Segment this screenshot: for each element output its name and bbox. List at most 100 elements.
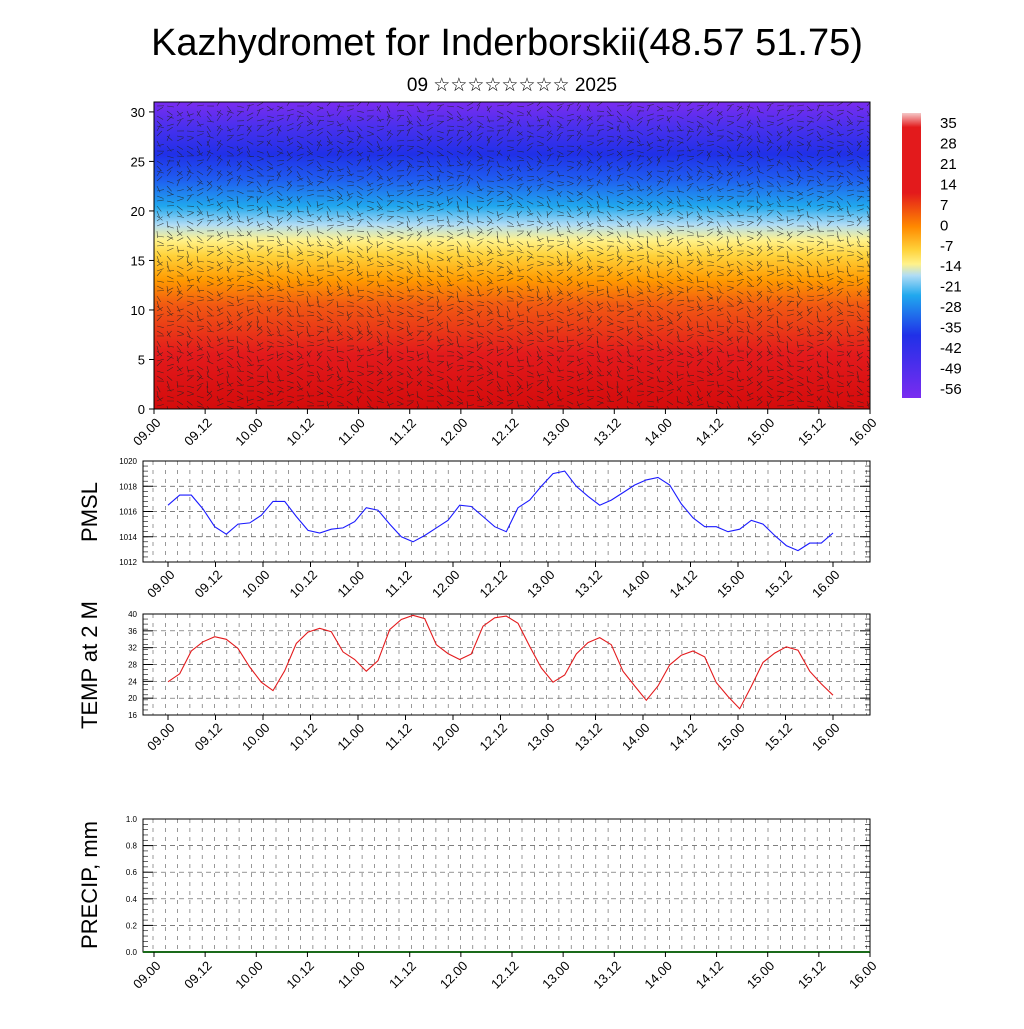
y-tick-label-40: 40 xyxy=(128,610,137,619)
x-tick-label-15.00: 15.00 xyxy=(744,958,778,992)
x-tick-label-09.00: 09.00 xyxy=(144,720,178,754)
x-tick-label-12.00: 12.00 xyxy=(429,720,463,754)
y-tick-label-1020: 1020 xyxy=(119,457,137,466)
panel-frame xyxy=(142,818,871,953)
x-tick-label-13.12: 13.12 xyxy=(572,720,606,754)
x-tick-label-14.12: 14.12 xyxy=(667,720,701,754)
x-tick-label-12.00: 12.00 xyxy=(429,567,463,601)
x-tick-label-13.12: 13.12 xyxy=(590,415,624,449)
y-tick-label-1018: 1018 xyxy=(119,482,137,491)
warm-core-2 xyxy=(397,354,543,409)
heatmap-field xyxy=(154,102,870,409)
x-tick-label-12.12: 12.12 xyxy=(488,958,522,992)
warm-core-4 xyxy=(731,390,819,409)
x-tick-label-14.12: 14.12 xyxy=(693,415,727,449)
x-tick-label-13.00: 13.00 xyxy=(524,720,558,754)
x-tick-label-11.12: 11.12 xyxy=(386,415,419,448)
x-tick-label-15.00: 15.00 xyxy=(744,415,778,449)
x-tick-label-10.12: 10.12 xyxy=(283,415,317,449)
y-tick-label-0: 0 xyxy=(138,402,145,417)
temp-series-line xyxy=(167,614,834,710)
colorbar-label-6: -7 xyxy=(940,238,953,255)
x-tick-label-14.00: 14.00 xyxy=(619,720,653,754)
x-tick-label-14.12: 14.12 xyxy=(693,958,727,992)
y-tick-label-20: 20 xyxy=(131,204,145,219)
colorbar-label-9: -28 xyxy=(940,299,962,316)
x-tick-label-11.12: 11.12 xyxy=(382,567,415,600)
x-tick-label-12.00: 12.00 xyxy=(437,958,471,992)
y-tick-label-10: 10 xyxy=(131,303,145,318)
x-tick-label-09.12: 09.12 xyxy=(192,720,226,754)
x-tick-label-14.12: 14.12 xyxy=(667,567,701,601)
x-tick-label-15.12: 15.12 xyxy=(762,567,796,601)
x-tick-label-12.12: 12.12 xyxy=(477,567,511,601)
y-tick-label-0.4: 0.4 xyxy=(126,895,138,904)
y-axis-label: TEMP at 2 M xyxy=(77,601,102,729)
colorbar-label-8: -21 xyxy=(940,279,962,296)
y-tick-label-1012: 1012 xyxy=(119,558,137,567)
x-tick-label-09.12: 09.12 xyxy=(181,958,215,992)
x-tick-label-10.12: 10.12 xyxy=(287,567,321,601)
x-tick-label-11.12: 11.12 xyxy=(386,958,419,991)
x-tick-label-15.12: 15.12 xyxy=(795,415,829,449)
x-tick-label-09.12: 09.12 xyxy=(181,415,215,449)
x-tick-label-16.00: 16.00 xyxy=(846,415,880,449)
x-tick-label-16.00: 16.00 xyxy=(846,958,880,992)
y-axis-label: PRECIP, mm xyxy=(77,821,102,949)
colorbar: 35 28 21 14 7 0 -7 -14 -21 -28 -35 -42 -49 -56 xyxy=(902,113,962,398)
colorbar-label-10: -35 xyxy=(940,320,962,337)
y-tick-label-25: 25 xyxy=(131,154,145,169)
colorbar-label-0: 35 xyxy=(940,115,957,132)
x-tick-label-13.00: 13.00 xyxy=(539,958,573,992)
x-tick-label-14.00: 14.00 xyxy=(641,415,675,449)
colorbar-label-2: 21 xyxy=(940,156,957,173)
colorbar-label-1: 28 xyxy=(940,135,957,152)
y-tick-label-5: 5 xyxy=(138,352,145,367)
wind-vectors xyxy=(156,102,870,409)
chart-title: Kazhydromet for Inderborskii(48.57 51.75… xyxy=(151,22,863,64)
y-tick-label-0.2: 0.2 xyxy=(126,921,138,930)
colorbar-ramp xyxy=(902,113,921,398)
y-tick-label-28: 28 xyxy=(128,661,137,670)
x-tick-label-12.12: 12.12 xyxy=(477,720,511,754)
y-tick-label-24: 24 xyxy=(128,677,137,686)
x-tick-label-10.00: 10.00 xyxy=(232,958,266,992)
x-tick-label-11.00: 11.00 xyxy=(335,415,368,448)
x-tick-label-10.00: 10.00 xyxy=(239,720,273,754)
colorbar-label-4: 7 xyxy=(940,197,948,214)
pmsl-panel: 1012 1014 1016 1018 1020 09.00 09.12 10.00 10.12… xyxy=(77,457,871,601)
temp-panel: 16 20 24 28 32 36 40 09.00 09.12 10.00 10.12 11.00 1… xyxy=(77,601,871,754)
x-tick-label-12.12: 12.12 xyxy=(488,415,522,449)
x-tick-label-09.00: 09.00 xyxy=(144,567,178,601)
colorbar-label-11: -42 xyxy=(940,340,962,357)
y-tick-label-0.6: 0.6 xyxy=(126,868,138,877)
x-tick-label-15.12: 15.12 xyxy=(762,720,796,754)
x-tick-label-11.00: 11.00 xyxy=(334,567,367,600)
wind-vector-field xyxy=(156,102,870,409)
x-tick-label-11.00: 11.00 xyxy=(334,720,367,753)
x-tick-label-10.12: 10.12 xyxy=(283,958,317,992)
x-tick-label-15.12: 15.12 xyxy=(795,958,829,992)
x-tick-label-09.00: 09.00 xyxy=(130,958,164,992)
y-axis-label: PMSL xyxy=(77,482,102,542)
colorbar-label-7: -14 xyxy=(940,258,962,275)
y-tick-label-36: 36 xyxy=(128,627,137,636)
x-tick-label-15.00: 15.00 xyxy=(714,720,748,754)
y-tick-label-1016: 1016 xyxy=(119,508,137,517)
x-tick-label-13.12: 13.12 xyxy=(572,567,606,601)
x-tick-label-11.00: 11.00 xyxy=(335,958,368,991)
x-tick-label-10.00: 10.00 xyxy=(239,567,273,601)
x-tick-label-10.12: 10.12 xyxy=(287,720,321,754)
x-tick-label-12.00: 12.00 xyxy=(437,415,471,449)
y-tick-label-30: 30 xyxy=(131,105,145,120)
x-tick-label-13.12: 13.12 xyxy=(590,958,624,992)
y-tick-label-1014: 1014 xyxy=(119,533,137,542)
pmsl-series-line xyxy=(167,470,834,552)
warm-core-1 xyxy=(254,375,386,409)
y-tick-label-15: 15 xyxy=(131,253,145,268)
colorbar-label-12: -49 xyxy=(940,361,962,378)
x-tick-label-09.12: 09.12 xyxy=(192,567,226,601)
chart-subtitle: 09 ☆☆☆☆☆☆☆☆ 2025 xyxy=(407,75,617,96)
x-tick-label-16.00: 16.00 xyxy=(809,720,843,754)
